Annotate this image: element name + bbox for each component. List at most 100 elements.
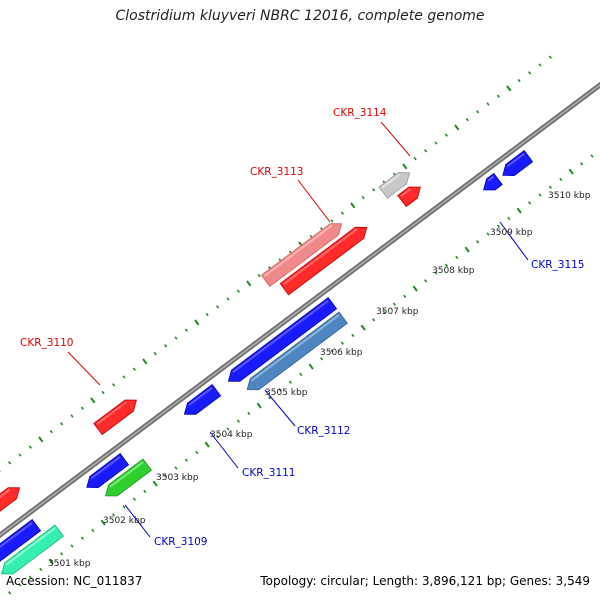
scale-tick-mark bbox=[70, 544, 74, 548]
gene-label: CKR_3114 bbox=[333, 107, 387, 119]
map-title: Clostridium kluyveri NBRC 12016, complet… bbox=[115, 8, 485, 24]
scale-tick-mark bbox=[257, 273, 261, 278]
scale-tick-mark bbox=[164, 344, 168, 348]
scale-tick-mark bbox=[112, 513, 116, 517]
label-leaders bbox=[67, 121, 529, 538]
scale-tick-mark bbox=[38, 436, 44, 443]
scale-tick-mark bbox=[8, 591, 12, 595]
gene-arrow bbox=[105, 458, 152, 497]
scale-tick-mark bbox=[143, 489, 147, 494]
scale-tick-mark bbox=[434, 271, 438, 275]
scale-tick-mark bbox=[278, 388, 282, 392]
scale-tick-mark bbox=[538, 63, 542, 67]
scale-tick-mark bbox=[517, 78, 521, 83]
gene-arrow bbox=[183, 384, 222, 415]
gene-arrow bbox=[502, 150, 534, 177]
scale-tick-mark bbox=[516, 207, 522, 214]
scale-label: 3502 kbp bbox=[103, 516, 146, 526]
gene-arrow bbox=[483, 172, 503, 191]
scale-tick-mark bbox=[330, 219, 334, 223]
scale-tick-mark bbox=[122, 505, 126, 509]
scale-tick-mark bbox=[444, 133, 448, 137]
scale-tick-mark bbox=[247, 411, 251, 416]
scale-tick-mark bbox=[330, 349, 334, 353]
scale-tick-mark bbox=[60, 422, 64, 426]
scale-tick-mark bbox=[455, 255, 459, 260]
scale-tick-mark bbox=[568, 168, 574, 175]
scale-tick-mark bbox=[236, 289, 240, 293]
scale-label: 3503 kbp bbox=[156, 473, 199, 483]
scale-tick-mark bbox=[403, 294, 407, 299]
scale-tick-mark bbox=[100, 519, 106, 526]
scale-tick-mark bbox=[361, 195, 365, 200]
scale-tick-mark bbox=[360, 324, 366, 331]
scale-label: 3508 kbp bbox=[432, 266, 475, 276]
gene-arrow bbox=[378, 172, 411, 199]
label-leader-line bbox=[209, 431, 239, 469]
scale-tick-mark bbox=[507, 216, 511, 221]
scale-tick-mark bbox=[288, 380, 292, 384]
scale-tick-mark bbox=[559, 177, 563, 182]
scale-label: 3505 kbp bbox=[265, 388, 308, 398]
scale-tick-mark bbox=[444, 263, 448, 267]
gene-arrow bbox=[0, 519, 42, 562]
genes-layer bbox=[0, 150, 534, 575]
scale-tick-mark bbox=[194, 319, 200, 326]
scale-tick-mark bbox=[590, 154, 594, 158]
scale-tick-mark bbox=[226, 297, 230, 301]
scale-tick-mark bbox=[48, 558, 54, 565]
scale-tick-mark bbox=[101, 390, 105, 395]
scale-tick-mark bbox=[80, 406, 84, 410]
scale-tick-mark bbox=[28, 445, 32, 449]
scale-tick-mark bbox=[122, 375, 126, 379]
gene-arrow bbox=[246, 311, 348, 391]
scale-label: 3509 kbp bbox=[490, 228, 533, 238]
scale-tick-mark bbox=[506, 85, 512, 92]
gene-label: CKR_3115 bbox=[531, 259, 584, 271]
gene-label: CKR_3112 bbox=[297, 425, 350, 437]
scale-tick-mark bbox=[382, 310, 386, 314]
scale-tick-mark bbox=[465, 117, 469, 122]
gene-arrow bbox=[227, 297, 338, 382]
scale-tick-mark bbox=[184, 458, 188, 462]
scale-tick-mark bbox=[91, 528, 95, 533]
scale-tick-mark bbox=[548, 185, 552, 189]
gene-arrow bbox=[260, 223, 343, 287]
scale-label: 3510 kbp bbox=[548, 191, 591, 201]
scale-tick-mark bbox=[216, 435, 220, 439]
scale-tick-mark bbox=[372, 188, 376, 192]
scale-tick-mark bbox=[351, 333, 355, 338]
scale-tick-mark bbox=[320, 357, 324, 361]
scale-tick-mark bbox=[28, 575, 32, 579]
scale-tick-mark bbox=[299, 372, 303, 377]
scale-tick-mark bbox=[350, 202, 356, 209]
gene-label: CKR_3111 bbox=[242, 467, 295, 479]
scale-tick-mark bbox=[132, 367, 136, 371]
scale-tick-mark bbox=[195, 450, 199, 455]
label-leader-line bbox=[380, 121, 411, 157]
scale-tick-mark bbox=[246, 280, 252, 287]
scale-tick-mark bbox=[486, 232, 490, 236]
scale-tick-mark bbox=[548, 55, 552, 59]
scale-tick-mark bbox=[60, 552, 64, 556]
scale-tick-mark bbox=[392, 302, 396, 306]
accession-text: Accession: NC_011837 bbox=[6, 574, 143, 588]
scale-tick-mark bbox=[454, 124, 460, 131]
scale-tick-mark bbox=[184, 328, 188, 332]
gene-arrow bbox=[1, 524, 64, 575]
scale-tick-mark bbox=[413, 156, 417, 161]
scale-tick-mark bbox=[464, 246, 470, 253]
scale-tick-mark bbox=[142, 358, 148, 365]
scale-tick-mark bbox=[174, 336, 178, 340]
scale-label: 3504 kbp bbox=[210, 430, 253, 440]
scale-ticks bbox=[0, 55, 594, 595]
scale-tick-mark bbox=[372, 318, 376, 322]
scale-tick-mark bbox=[90, 397, 96, 404]
gene-arrow bbox=[279, 226, 368, 296]
scale-tick-mark bbox=[256, 402, 262, 409]
scale-tick-mark bbox=[268, 396, 272, 400]
scale-tick-mark bbox=[236, 419, 240, 423]
gene-label: CKR_3109 bbox=[154, 536, 207, 548]
genome-summary-text: Topology: circular; Length: 3,896,121 bp… bbox=[260, 574, 590, 588]
scale-tick-mark bbox=[164, 474, 168, 478]
